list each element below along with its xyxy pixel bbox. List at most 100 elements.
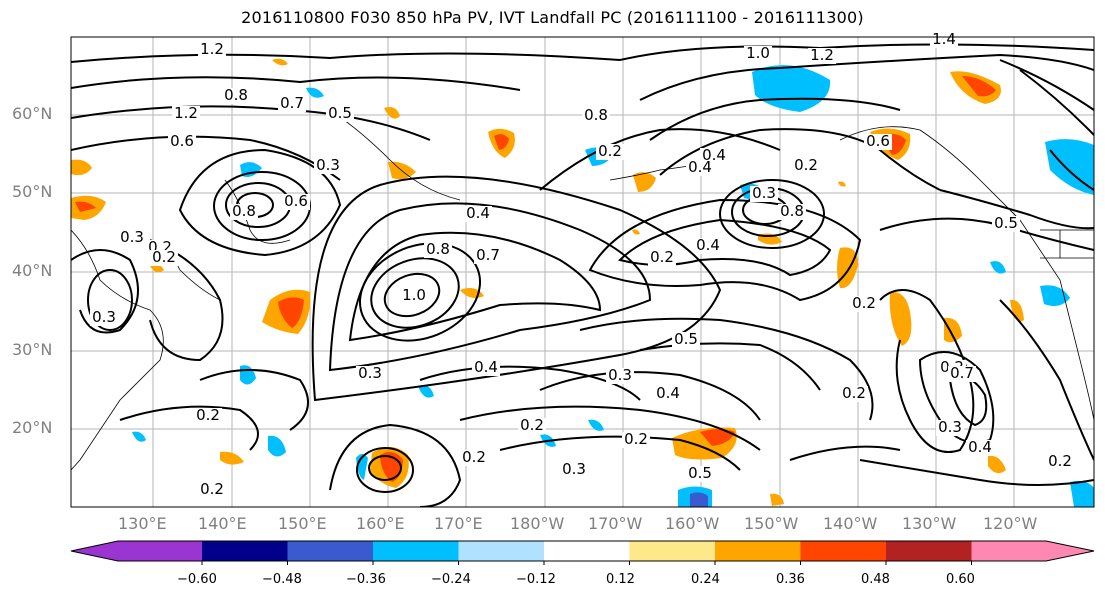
contour-label: 0.5 [674, 330, 698, 348]
graticule [71, 37, 1094, 507]
contour-label-bg [654, 386, 682, 402]
contour-label: 0.3 [608, 366, 632, 384]
colorbar-segment [971, 541, 1046, 561]
contour-label-bg [744, 46, 772, 62]
contour-label-bg [936, 420, 964, 436]
colorbar-segment [202, 541, 288, 561]
contour-label: 0.6 [170, 132, 194, 150]
contour-label: 1.0 [402, 286, 426, 304]
contour-label-bg [474, 248, 502, 264]
contour-label-bg [90, 310, 118, 326]
contour-label: 0.7 [280, 94, 304, 112]
contour-label-bg [222, 88, 250, 104]
contour-label: 0.7 [476, 246, 500, 264]
contour-label-bg [778, 204, 806, 220]
contour-label: 0.2 [520, 416, 544, 434]
contour-label: 0.2 [852, 294, 876, 312]
lat-label: 60°N [12, 104, 53, 123]
map-frame [70, 36, 1095, 508]
lon-label: 170°E [434, 514, 483, 533]
pv-contours [71, 43, 1094, 507]
colorbar-extend-high [1046, 541, 1094, 561]
contour-label-bg [672, 332, 700, 348]
contour-label: 0.3 [316, 156, 340, 174]
contour-label: 0.6 [284, 192, 308, 210]
contour-label: 0.8 [584, 106, 608, 124]
colorbar-tick-label: −0.12 [516, 572, 556, 587]
contour-label: 0.3 [562, 460, 586, 478]
contour-label: 0.8 [232, 202, 256, 220]
lon-label: 150°W [744, 514, 799, 533]
contour-label: 0.4 [702, 146, 726, 164]
contour-label: 0.3 [938, 418, 962, 436]
contour-label-bg [198, 482, 226, 498]
colorbar-segment [544, 541, 630, 561]
colorbar-tick-label: −0.36 [346, 572, 386, 587]
contour-label: 0.4 [466, 204, 490, 222]
colorbar-tick-label: −0.24 [431, 572, 471, 587]
figure-title: 2016110800 F030 850 hPa PV, IVT Landfall… [241, 8, 864, 27]
contour-label: 0.3 [358, 364, 382, 382]
contour-label-bg [808, 48, 836, 64]
contour-label-bg [282, 194, 310, 210]
contour-label: 0.3 [120, 228, 144, 246]
contour-label-bg [686, 466, 714, 482]
colorbar-tick-label: 0.48 [861, 572, 890, 587]
contour-label-bg [150, 250, 178, 266]
ivt-anomaly-shading [71, 58, 1094, 507]
lon-label: 180°W [510, 514, 565, 533]
contour-label: 1.2 [174, 104, 198, 122]
colorbar-extend-low [71, 541, 118, 561]
lon-label: 170°W [588, 514, 643, 533]
contour-label: 0.4 [968, 438, 992, 456]
contour-label: 0.4 [688, 158, 712, 176]
contour-label-bg [230, 204, 258, 220]
contour-label-bg [840, 386, 868, 402]
contour-label: 0.7 [950, 364, 974, 382]
contour-label: 0.5 [994, 214, 1018, 232]
contour-label-bg [464, 206, 492, 222]
contour-label: 0.5 [688, 464, 712, 482]
contour-label: 0.2 [196, 406, 220, 424]
contour-label-bg [864, 134, 892, 150]
colorbar-segment [118, 541, 202, 561]
contour-label: 0.6 [866, 132, 890, 150]
contour-label-bg [314, 158, 342, 174]
contour-label-bg [278, 96, 306, 112]
contour-label-bg [992, 216, 1020, 232]
colorbar-tick-label: 0.36 [776, 572, 805, 587]
contour-label: 1.2 [810, 46, 834, 64]
colorbar-segment [715, 541, 801, 561]
colorbar-tick-label: −0.60 [177, 572, 217, 587]
contour-label-bg [560, 462, 588, 478]
contour-label: 0.8 [426, 240, 450, 258]
contour-label: 0.8 [224, 86, 248, 104]
contour-label: 0.2 [794, 156, 818, 174]
lat-label: 30°N [12, 340, 53, 359]
contour-label: 1.2 [200, 40, 224, 58]
lon-label: 160°W [665, 514, 720, 533]
contour-label-bg [518, 418, 546, 434]
contour-label-bg [472, 360, 500, 376]
contour-label: 0.2 [1048, 452, 1072, 470]
lon-label: 130°E [118, 514, 167, 533]
contour-label-bg [596, 144, 624, 160]
contour-label-bg [460, 450, 488, 466]
contour-label-bg [948, 366, 976, 382]
contour-label-bg [792, 158, 820, 174]
lat-label: 50°N [12, 182, 53, 201]
contour-label-bg [694, 238, 722, 254]
colorbar-tick-label: 0.24 [691, 572, 720, 587]
colorbar-tick-label: 0.12 [606, 572, 635, 587]
contour-label: 0.3 [752, 184, 776, 202]
contour-label-bg [172, 106, 200, 122]
colorbar-outline [70, 540, 1095, 562]
contour-label: 0.4 [696, 236, 720, 254]
contour-label-bg [356, 366, 384, 382]
contour-label-bg [930, 32, 958, 48]
contour-label-bg [194, 408, 222, 424]
contour-label-bg [326, 106, 354, 122]
contour-label: 0.4 [474, 358, 498, 376]
colorbar-segment [458, 541, 545, 561]
contour-label: 0.2 [598, 142, 622, 160]
